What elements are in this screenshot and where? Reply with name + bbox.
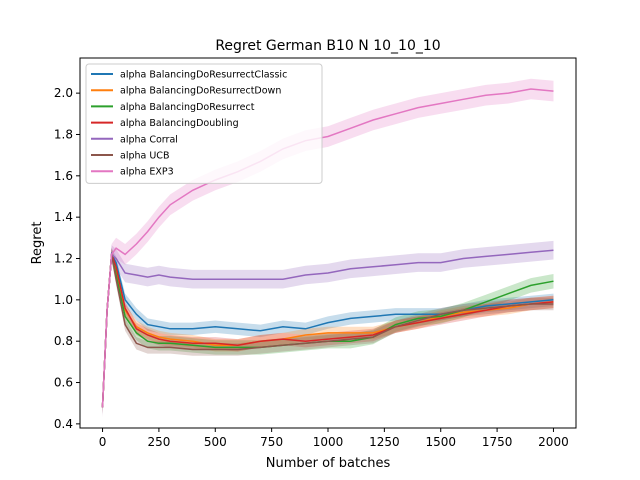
- y-tick-label: 2.0: [54, 86, 73, 100]
- legend: alpha BalancingDoResurrectClassic alpha B…: [85, 63, 323, 184]
- band-alpha-corral: [102, 240, 554, 417]
- line-alpha-ucb: [101, 254, 554, 408]
- legend-label: alpha EXP3: [120, 167, 174, 178]
- band-alpha-balancingdoresurrectdown: [102, 248, 554, 414]
- x-tick-label: 750: [260, 435, 283, 449]
- x-tick-label: 1750: [482, 435, 513, 449]
- legend-box: [85, 63, 323, 184]
- x-tick-label: 1500: [425, 435, 456, 449]
- x-axis-label: Number of batches: [266, 456, 391, 471]
- legend-label: alpha Corral: [120, 134, 178, 145]
- legend-label: alpha BalancingDoResurrect: [120, 102, 255, 113]
- line-alpha-corral: [101, 249, 554, 408]
- y-tick-label: 1.2: [54, 252, 73, 266]
- legend-label: alpha UCB: [120, 151, 169, 162]
- x-tick-label: 500: [204, 435, 227, 449]
- x-axis-ticks: 0 250 500 750 1000 1250 1500 1750 2000: [99, 428, 569, 449]
- y-axis-ticks: 0.4 0.6 0.8 1.0 1.2 1.4 1.6 1.8 2.0: [54, 86, 80, 431]
- x-tick-label: 1000: [313, 435, 344, 449]
- legend-label: alpha BalancingDoubling: [120, 118, 239, 129]
- y-tick-label: 1.6: [54, 169, 73, 183]
- x-tick-label: 2000: [538, 435, 569, 449]
- x-tick-label: 0: [99, 435, 107, 449]
- band-alpha-exp3: [102, 78, 554, 418]
- confidence-bands: [102, 78, 554, 418]
- legend-label: alpha BalancingDoResurrectClassic: [120, 70, 287, 81]
- y-tick-label: 0.8: [54, 334, 73, 348]
- x-tick-label: 1250: [369, 435, 400, 449]
- line-alpha-balancingdoubling: [101, 254, 554, 408]
- y-tick-label: 1.8: [54, 127, 73, 141]
- y-tick-label: 1.0: [54, 293, 73, 307]
- legend-label: alpha BalancingDoResurrectDown: [120, 86, 281, 97]
- y-tick-label: 0.4: [54, 417, 73, 431]
- band-alpha-balancingdoresurrectclassic: [102, 248, 554, 414]
- series-lines: [101, 88, 554, 408]
- y-axis-label: Regret: [30, 222, 45, 265]
- y-tick-label: 1.4: [54, 210, 73, 224]
- x-tick-label: 250: [147, 435, 170, 449]
- y-tick-label: 0.6: [54, 376, 73, 390]
- chart-title: Regret German B10 N 10_10_10: [215, 38, 440, 54]
